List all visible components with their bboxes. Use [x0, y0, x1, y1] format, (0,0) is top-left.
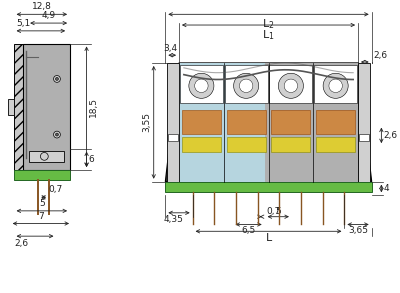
Bar [179, 63, 265, 182]
Text: 3,4: 3,4 [164, 44, 178, 53]
Circle shape [234, 73, 259, 98]
Text: 4: 4 [383, 184, 389, 193]
Bar [316, 110, 355, 134]
Bar [23, 44, 70, 170]
Text: L: L [265, 233, 272, 243]
Circle shape [56, 77, 58, 80]
Text: L$_2$: L$_2$ [262, 17, 275, 31]
Bar [272, 110, 310, 134]
Bar [359, 134, 369, 141]
Circle shape [195, 79, 208, 93]
Text: 4,35: 4,35 [164, 215, 183, 224]
Text: 0,7: 0,7 [266, 207, 281, 216]
Text: 4,9: 4,9 [42, 11, 56, 20]
Bar [168, 134, 178, 141]
Bar [8, 99, 14, 115]
Text: L$_1$: L$_1$ [262, 28, 275, 42]
Circle shape [329, 79, 342, 93]
Text: 5: 5 [39, 199, 45, 208]
Bar [314, 65, 357, 103]
Bar [227, 110, 266, 134]
Circle shape [284, 79, 298, 93]
Bar [14, 44, 23, 170]
Bar [165, 182, 372, 193]
Text: 12,8: 12,8 [32, 2, 52, 11]
Text: 5: 5 [275, 207, 281, 216]
Circle shape [323, 73, 348, 98]
Bar [182, 110, 221, 134]
Text: 6,5: 6,5 [242, 226, 256, 235]
Bar [182, 137, 221, 152]
Bar [180, 65, 223, 103]
Text: 2,6: 2,6 [14, 239, 28, 248]
Circle shape [40, 152, 48, 160]
Text: 2,6: 2,6 [374, 51, 388, 60]
Text: 18,5: 18,5 [88, 97, 98, 117]
Circle shape [278, 73, 304, 98]
Bar [316, 137, 355, 152]
Circle shape [54, 131, 60, 138]
Circle shape [54, 76, 60, 82]
Text: 3,65: 3,65 [348, 226, 368, 235]
Text: 3,55: 3,55 [143, 112, 152, 132]
Circle shape [56, 133, 58, 136]
Text: 2,6: 2,6 [383, 131, 398, 140]
Text: 7: 7 [38, 212, 44, 221]
Bar [29, 151, 64, 162]
Bar [227, 137, 266, 152]
Text: 0,7: 0,7 [48, 185, 63, 194]
Circle shape [240, 79, 253, 93]
Bar [167, 63, 179, 182]
Bar [225, 65, 268, 103]
Bar [14, 170, 70, 180]
Text: 6: 6 [88, 155, 94, 164]
Bar [358, 63, 370, 182]
Text: 5,1: 5,1 [16, 19, 30, 28]
Polygon shape [165, 63, 372, 182]
Circle shape [189, 73, 214, 98]
Bar [270, 65, 312, 103]
Bar [179, 63, 358, 182]
Bar [272, 137, 310, 152]
